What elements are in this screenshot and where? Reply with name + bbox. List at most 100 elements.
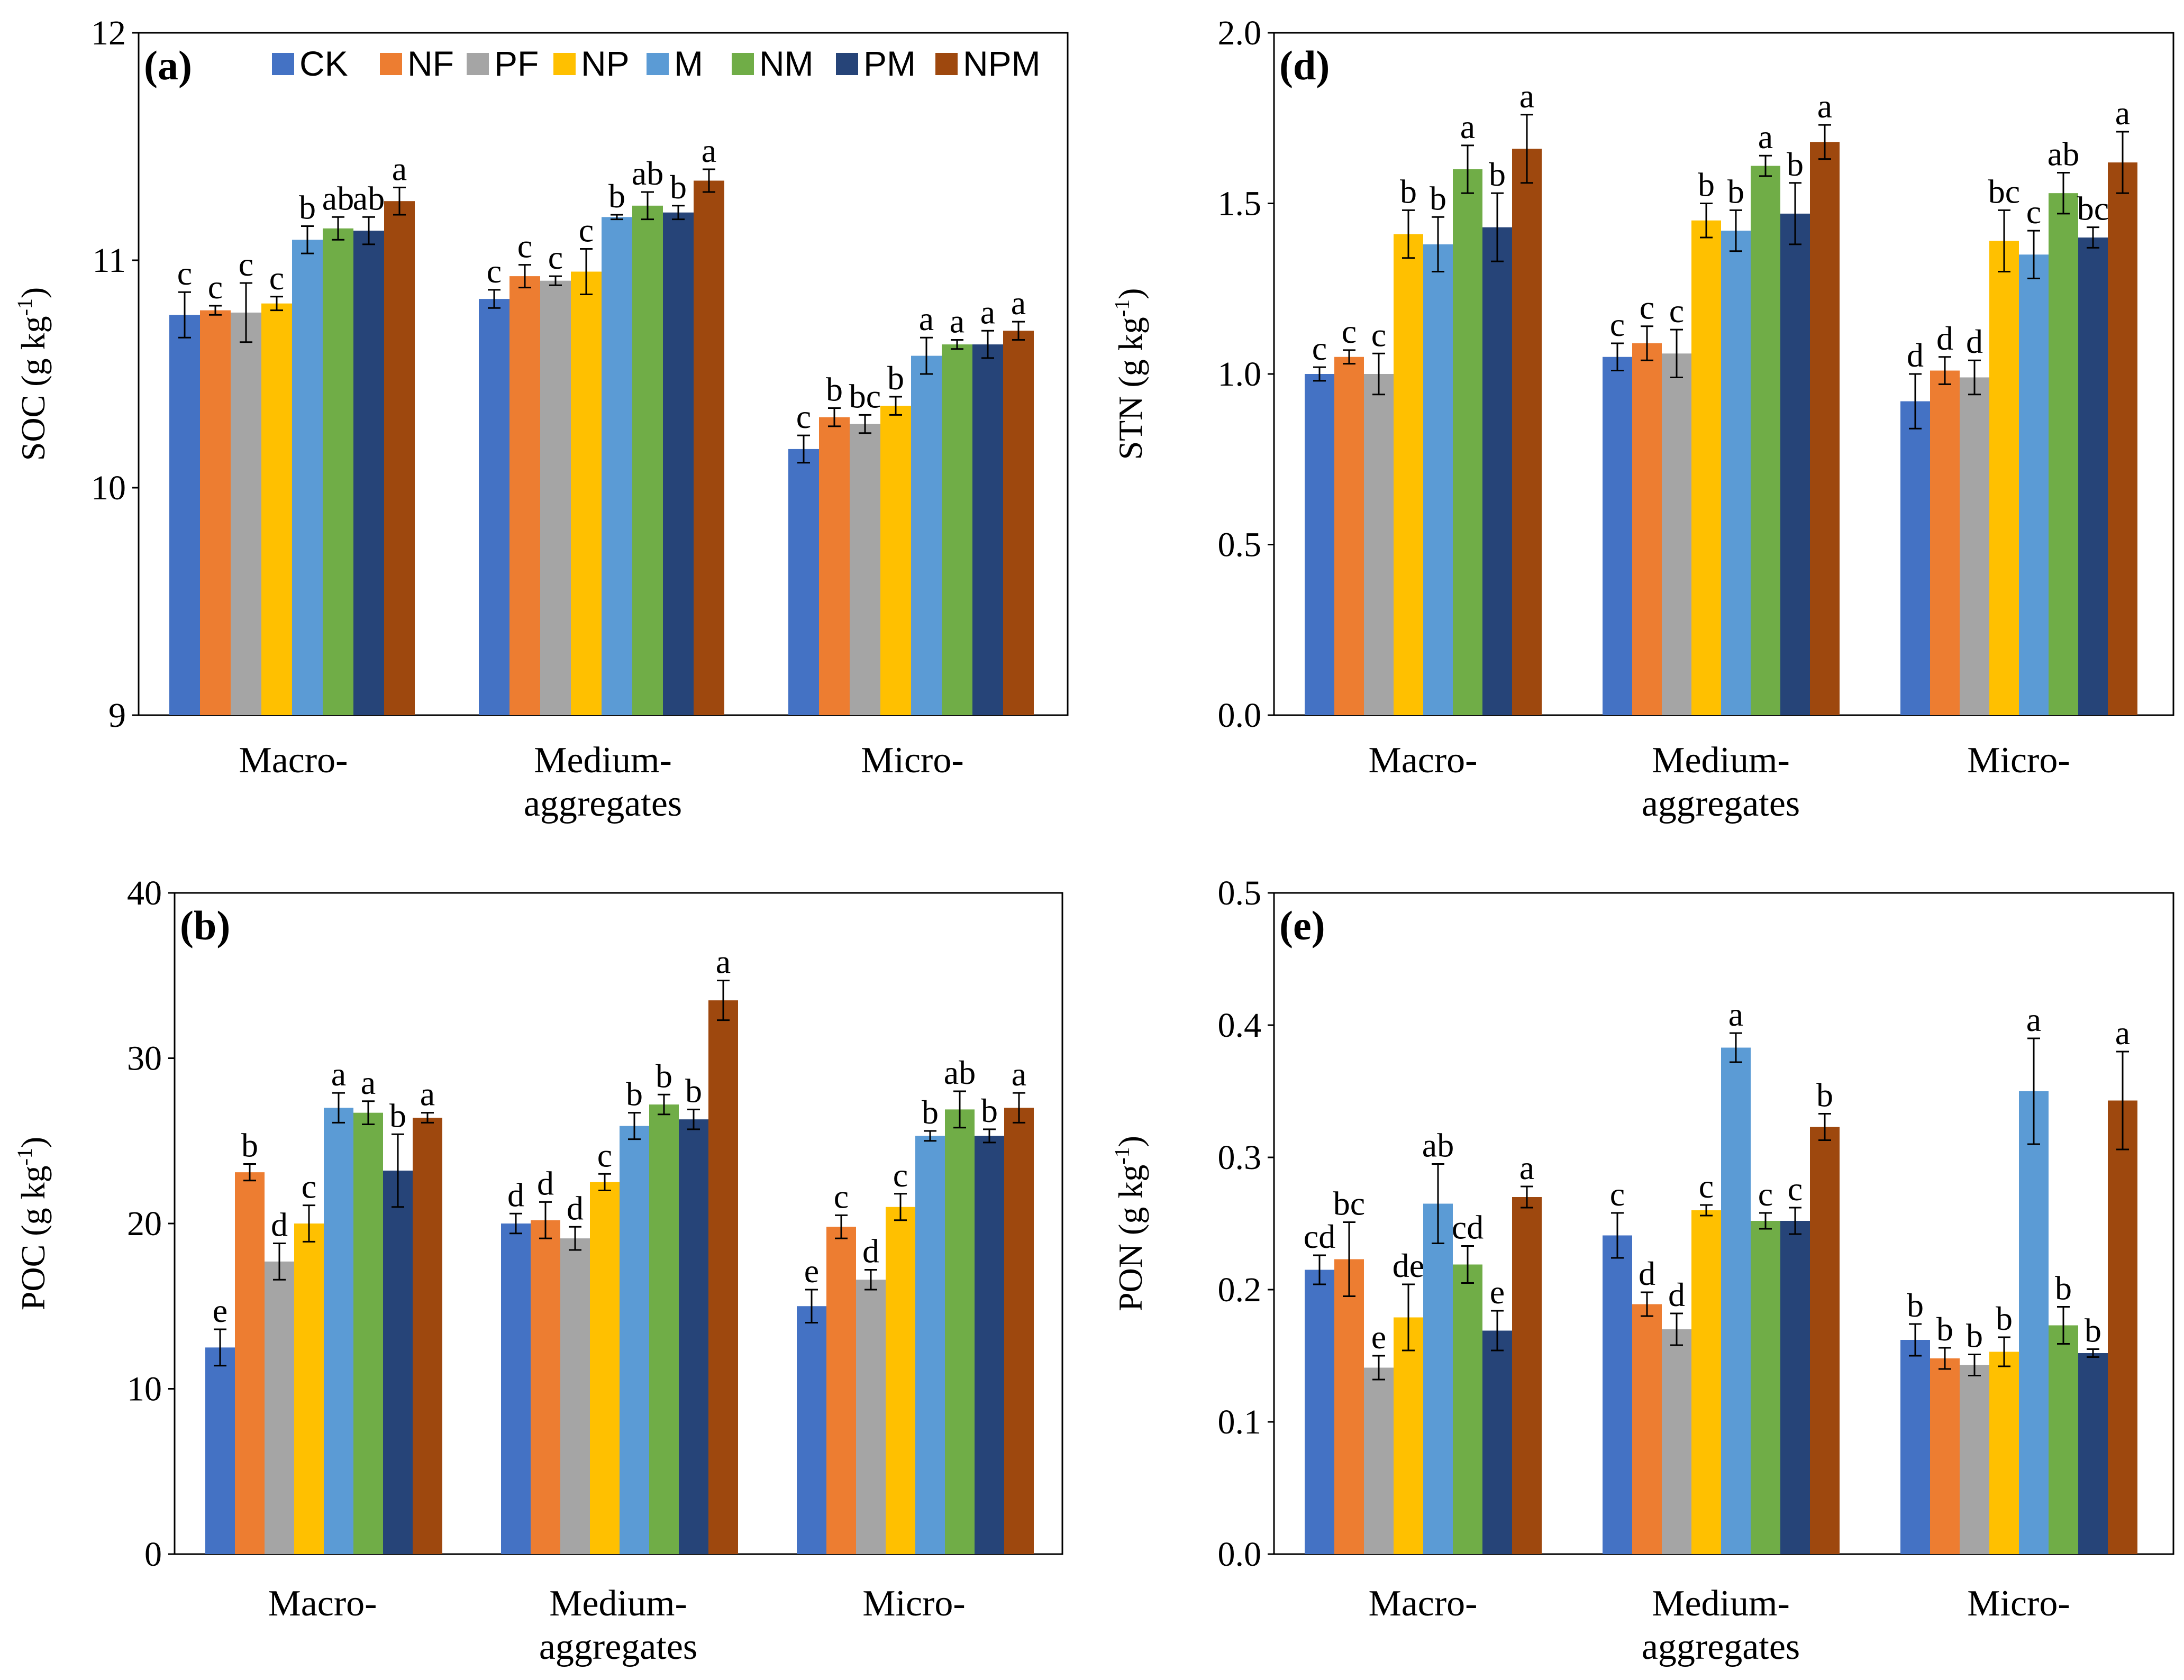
- bar-npm: [1003, 331, 1034, 715]
- y-axis-ticks: 0 10 20 30 40: [127, 874, 175, 1574]
- legend-swatch-m: [647, 53, 669, 75]
- y-axis-ticks: 0.0 0.1 0.2 0.3 0.4 0.5: [1218, 874, 1274, 1574]
- bar-m: [292, 240, 323, 715]
- bar-nf: [826, 1227, 856, 1554]
- legend: CK NF PF NP M NM PM NPM: [272, 44, 1041, 83]
- category-label: Macro-: [1368, 1583, 1477, 1624]
- bar-nf: [1334, 1259, 1364, 1554]
- bar-np: [880, 406, 911, 715]
- significance-letter: a: [702, 132, 716, 169]
- bar-pm: [1482, 1330, 1512, 1554]
- y-axis-title: SOC (g kg-1): [13, 287, 52, 461]
- significance-letter: a: [1728, 996, 1743, 1033]
- significance-letter: b: [1400, 172, 1417, 210]
- significance-letter: c: [579, 212, 594, 249]
- bar-np: [590, 1182, 620, 1554]
- significance-letter: a: [1817, 87, 1832, 125]
- significance-letter: c: [1669, 292, 1684, 330]
- panel-e-pon: (e) 0.00.10.20.30.40.5 cdbcedeabcdeacddc…: [1110, 874, 2174, 1667]
- significance-letter: a: [1519, 1149, 1534, 1186]
- significance-letter: b: [608, 177, 625, 215]
- significance-letter: bc: [849, 377, 881, 415]
- bar-npm: [2108, 162, 2137, 716]
- panel-tag: (d): [1279, 42, 1330, 88]
- legend-label: PM: [863, 44, 916, 83]
- bar-m: [620, 1126, 649, 1554]
- significance-letter: c: [1758, 1175, 1773, 1213]
- significance-letter: a: [392, 150, 407, 187]
- significance-letter: c: [1371, 316, 1386, 353]
- bar-nm: [1453, 169, 1482, 715]
- significance-letter: a: [980, 293, 995, 331]
- significance-letter: bc: [1333, 1185, 1365, 1222]
- bar-nf: [1632, 343, 1662, 715]
- bar-m: [602, 217, 632, 715]
- y-axis-ticks: 9 10 11 12: [91, 14, 139, 735]
- bar-pm: [383, 1171, 413, 1554]
- bar-m: [2019, 1091, 2049, 1554]
- significance-letter: e: [1371, 1318, 1386, 1356]
- y-tick-label: 0.5: [1218, 874, 1262, 912]
- significance-letter: d: [1639, 1255, 1655, 1292]
- significance-letter: b: [1698, 166, 1715, 204]
- bar-nm: [1453, 1264, 1482, 1554]
- significance-letter: c: [548, 239, 563, 276]
- significance-letter: c: [1342, 313, 1357, 350]
- panel-tag: (a): [144, 42, 192, 88]
- significance-letter: a: [716, 943, 731, 981]
- significance-letter: b: [1966, 1317, 1983, 1355]
- significance-letter: c: [208, 268, 223, 306]
- bar-pm: [975, 1136, 1004, 1554]
- significance-letter: a: [420, 1075, 435, 1113]
- bar-ck: [1603, 1235, 1632, 1554]
- significance-letter: b: [1787, 145, 1804, 183]
- y-tick-label: 0.4: [1218, 1006, 1262, 1045]
- bar-nf: [509, 276, 540, 715]
- legend-swatch-nf: [380, 53, 402, 75]
- bar-nm: [353, 1112, 383, 1554]
- legend-label: PF: [494, 44, 539, 83]
- bar-nm: [945, 1109, 975, 1554]
- legend-label: CK: [299, 44, 348, 83]
- bar-pm: [1780, 1221, 1810, 1554]
- y-tick-label: 0.1: [1218, 1403, 1262, 1441]
- panel-tag: (b): [180, 902, 230, 948]
- significance-letter: c: [796, 398, 811, 435]
- y-tick-label: 40: [127, 874, 162, 912]
- significance-letter: c: [1610, 1175, 1625, 1213]
- bar-m: [911, 355, 942, 715]
- y-tick-label: 1.0: [1218, 355, 1262, 394]
- bar-np: [1691, 1210, 1721, 1554]
- bar-np: [1394, 1317, 1423, 1554]
- bar-nf: [1930, 370, 1960, 715]
- significance-letter: a: [919, 300, 934, 337]
- significance-letter: a: [2115, 1014, 2130, 1052]
- bar-pm: [353, 231, 384, 716]
- bar-npm: [413, 1118, 442, 1554]
- bar-ck: [1603, 357, 1632, 715]
- significance-letter: c: [269, 259, 284, 297]
- bar-pm: [972, 344, 1003, 715]
- bar-pm: [2078, 238, 2108, 715]
- y-tick-label: 2.0: [1218, 14, 1262, 52]
- significance-letter: a: [950, 303, 964, 340]
- significance-letter: a: [1758, 118, 1773, 156]
- y-tick-label: 30: [127, 1039, 162, 1078]
- bar-pf: [231, 312, 261, 715]
- y-tick-label: 1.5: [1218, 185, 1262, 223]
- significance-letter: b: [1727, 172, 1744, 210]
- bar-ck: [205, 1347, 235, 1554]
- significance-letter: c: [239, 245, 253, 283]
- bar-nm: [2049, 193, 2078, 715]
- significance-letter: ab: [322, 179, 354, 217]
- y-axis-title: STN (g kg-1): [1110, 288, 1149, 460]
- significance-letter: c: [487, 252, 502, 290]
- bar-nf: [1930, 1358, 1960, 1554]
- category-label: Micro-: [1967, 740, 2070, 781]
- bar-pf: [1960, 1365, 1989, 1554]
